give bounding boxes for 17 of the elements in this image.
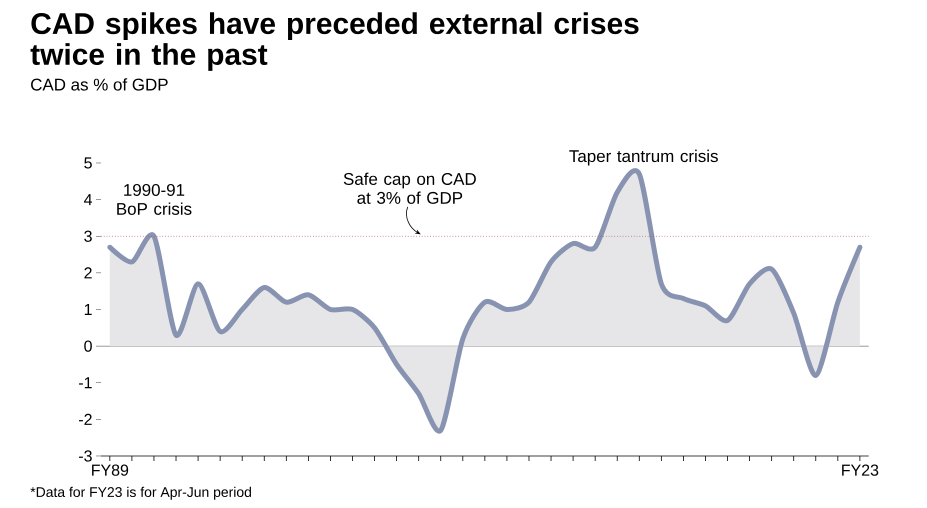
- ref-line-label: Safe cap on CAD at 3% of GDP: [344, 172, 476, 204]
- chart-title: CAD spikes have preceded external crises twice in the past: [30, 12, 639, 71]
- y-tick-label: 1: [84, 304, 92, 315]
- text: *Data for FY23 is for Apr-Jun period: [30, 486, 251, 500]
- y-tick-label: 0: [84, 340, 92, 352]
- x-tick-label: FY23: [842, 464, 878, 476]
- y-tick-label: 3: [84, 230, 92, 242]
- x-tick-label: FY89: [92, 464, 128, 476]
- y-tick-label: -1: [79, 377, 92, 388]
- y-tick-label: 2: [84, 267, 92, 278]
- annotation: 1990-91 BoP crisis: [117, 184, 192, 215]
- y-tick-label: 4: [84, 194, 92, 206]
- y-tick-label: -3: [79, 450, 92, 462]
- y-tick-label: 5: [84, 157, 92, 169]
- annotation: Taper tantrum crisis: [569, 150, 718, 166]
- chart-subtitle: CAD as % of GDP: [31, 78, 168, 91]
- y-tick-label: -2: [79, 414, 92, 425]
